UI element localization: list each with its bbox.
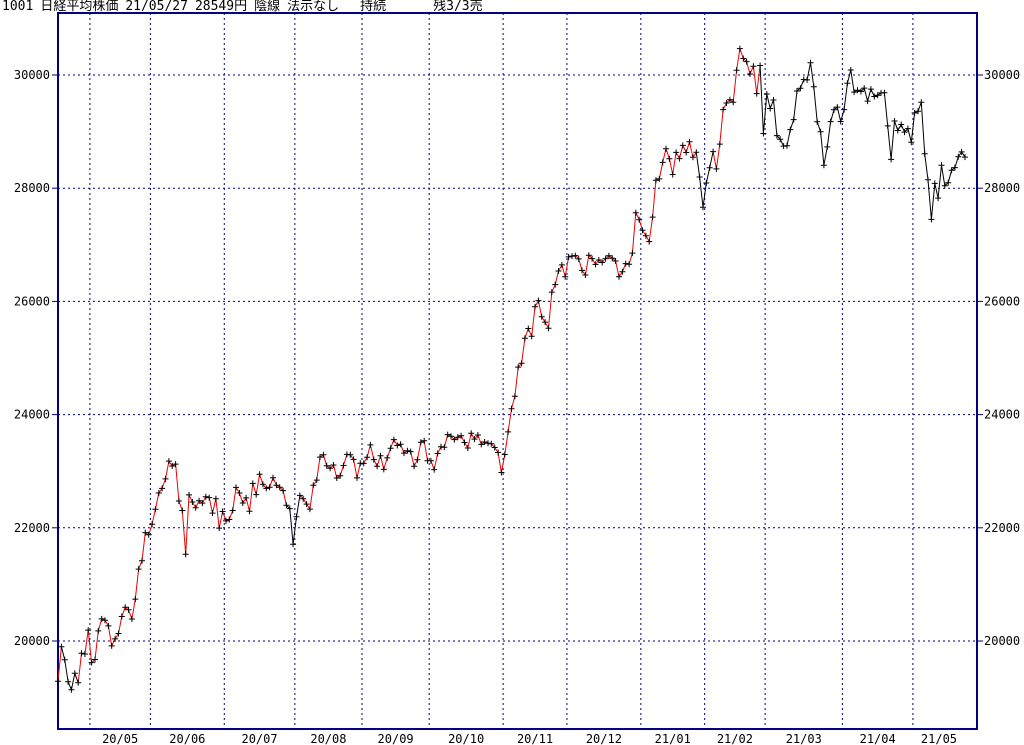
y-axis-label-left: 20000: [14, 634, 50, 648]
x-axis-label: 20/10: [448, 732, 484, 745]
signal-remaining-label: 残3/3売: [433, 0, 483, 14]
x-axis-label: 21/01: [655, 732, 691, 745]
axis-labels: 20000 20000 22000 22000 24000 24000 26000 26000…: [14, 68, 1020, 745]
chart-title-bar: 1001 日経平均株価 21/05/27 28549円 陰線 法示なし 持続 残…: [2, 0, 490, 13]
x-axis-label: 21/02: [717, 732, 753, 745]
candle-type-label: 陰線: [254, 0, 281, 14]
x-axis-label: 20/11: [517, 732, 553, 745]
y-axis-label-right: 30000: [984, 68, 1020, 82]
price-line-downtrend-segment: [286, 495, 301, 545]
y-axis-label-right: 28000: [984, 181, 1020, 195]
x-axis-label: 20/09: [378, 732, 414, 745]
y-axis-label-left: 26000: [14, 294, 50, 308]
y-axis-label-right: 24000: [984, 408, 1020, 422]
price-line: [57, 48, 966, 692]
price-line-downtrend-segment: [695, 151, 714, 208]
ticker-code: 1001: [2, 0, 34, 14]
y-axis-label-left: 24000: [14, 408, 50, 422]
price-line-downtrend-segment: [759, 62, 966, 220]
price-line-downtrend-segment: [60, 646, 79, 692]
x-axis-label: 20/08: [310, 732, 346, 745]
price-line-uptrend-segment: [57, 646, 62, 682]
x-axis-label: 21/03: [786, 732, 822, 745]
grid-lines: [52, 13, 983, 729]
x-axis-label: 20/12: [586, 732, 622, 745]
y-axis-label-right: 26000: [984, 294, 1020, 308]
y-axis-label-left: 30000: [14, 68, 50, 82]
y-axis-label-left: 28000: [14, 181, 50, 195]
x-axis-label: 20/05: [102, 732, 138, 745]
instrument-name: 日経平均株価: [40, 0, 119, 14]
x-axis-label: 21/05: [921, 732, 957, 745]
quote-price: 28549円: [194, 0, 248, 14]
y-axis-label-right: 22000: [984, 521, 1020, 535]
display-mode-label: 法示なし: [287, 0, 340, 14]
y-axis-label-left: 22000: [14, 521, 50, 535]
signal-status-label: 持続: [360, 0, 387, 14]
x-axis-label: 21/04: [860, 732, 896, 745]
x-axis-label: 20/06: [169, 732, 205, 745]
data-point-plus-markers: [55, 45, 968, 693]
plot-frame: [57, 12, 978, 730]
y-axis-label-right: 20000: [984, 634, 1020, 648]
x-axis-label: 20/07: [241, 732, 277, 745]
quote-date: 21/05/27: [125, 0, 188, 14]
